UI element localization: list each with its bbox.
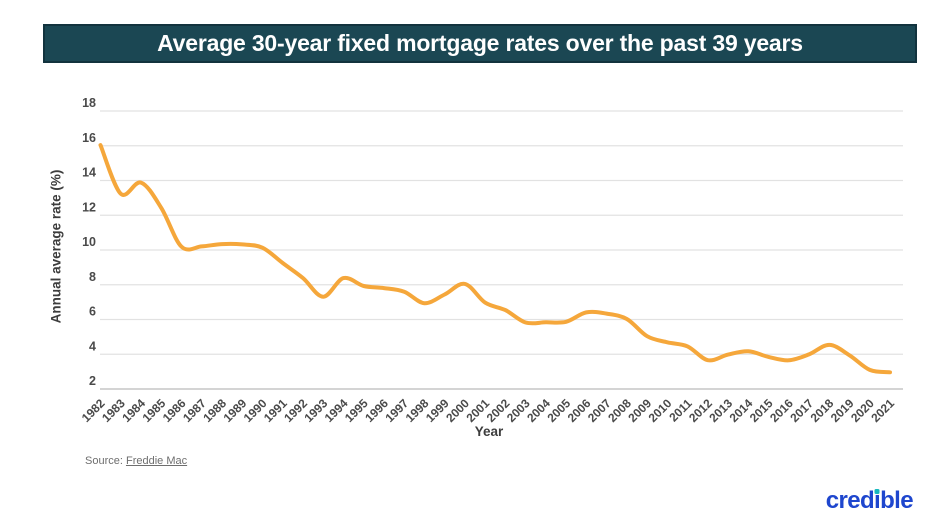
x-tick-label: 2014 [727, 396, 756, 425]
y-tick-label: 10 [82, 235, 96, 249]
y-tick-label: 18 [82, 96, 96, 110]
source-prefix: Source: [85, 455, 126, 467]
x-tick-label: 2015 [747, 396, 776, 425]
x-tick-label: 2006 [565, 396, 594, 425]
y-tick-label: 12 [82, 200, 96, 214]
logo-segment: ble [880, 487, 913, 514]
x-tick-label: 2010 [646, 396, 675, 425]
y-tick-label: 4 [89, 339, 96, 353]
source-link[interactable]: Freddie Mac [125, 455, 188, 467]
x-tick-label: 1985 [140, 396, 169, 425]
x-tick-label: 2016 [767, 396, 796, 425]
x-tick-label: 1999 [423, 396, 452, 425]
x-tick-label: 2011 [666, 396, 695, 425]
x-tick-label: 2017 [787, 396, 816, 425]
x-tick-label: 2002 [484, 396, 513, 425]
x-tick-label: 2009 [625, 396, 654, 425]
x-tick-label: 1994 [322, 396, 351, 425]
x-tick-label: 1997 [382, 396, 411, 425]
x-tick-label: 1992 [281, 396, 310, 425]
x-axis-title: Year [474, 424, 504, 439]
x-tick-label: 1991 [261, 396, 290, 425]
x-tick-label: 2013 [706, 396, 735, 425]
y-tick-label: 14 [82, 166, 96, 180]
x-tick-label: 1993 [302, 396, 331, 425]
x-tick-label: 1998 [403, 396, 432, 425]
logo-i-teal-dot: ı [874, 487, 881, 514]
x-tick-label: 1982 [79, 396, 108, 425]
y-axis-title: Annual average rate (%) [48, 169, 64, 324]
x-tick-label: 2004 [524, 396, 553, 425]
source-line: Source: Freddie Mac [85, 455, 187, 467]
x-tick-label: 1989 [221, 396, 250, 425]
x-tick-label: 1984 [119, 396, 148, 425]
x-tick-label: 2003 [504, 396, 533, 425]
y-tick-label: 8 [89, 270, 96, 284]
y-tick-label: 16 [82, 131, 96, 145]
title-bar: Average 30-year fixed mortgage rates ove… [43, 24, 917, 63]
x-tick-label: 1995 [342, 396, 371, 425]
x-tick-label: 1986 [160, 396, 189, 425]
x-tick-label: 2007 [585, 396, 614, 425]
logo-segment: cred [825, 487, 875, 514]
x-tick-label: 2000 [443, 396, 472, 425]
x-tick-label: 1996 [362, 396, 391, 425]
x-tick-label: 2021 [868, 396, 897, 425]
x-tick-label: 1987 [180, 396, 209, 425]
x-tick-label: 1983 [99, 396, 128, 425]
mortgage-rate-line [98, 143, 892, 375]
chart-title: Average 30-year fixed mortgage rates ove… [157, 30, 803, 56]
y-tick-label: 2 [89, 374, 96, 388]
x-tick-label: 2005 [544, 396, 573, 425]
x-tick-label: 1990 [241, 396, 270, 425]
x-tick-label: 2020 [848, 396, 877, 425]
x-tick-label: 2001 [463, 396, 492, 425]
x-tick-label: 2012 [686, 396, 715, 425]
y-tick-label: 6 [89, 305, 96, 319]
x-tick-label: 1988 [200, 396, 229, 425]
x-tick-label: 2019 [828, 396, 857, 425]
credible-logo: credıble [825, 487, 914, 514]
x-tick-label: 2018 [808, 396, 837, 425]
x-tick-label: 2008 [605, 396, 634, 425]
